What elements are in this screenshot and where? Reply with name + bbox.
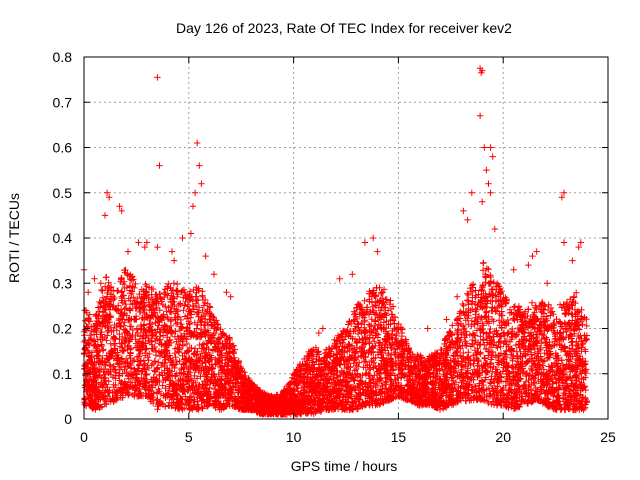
y-tick-label: 0	[64, 411, 72, 427]
x-tick-label: 15	[391, 429, 407, 445]
x-tick-label: 0	[80, 429, 88, 445]
y-axis-label: ROTI / TECUs	[6, 193, 22, 283]
chart-title: Day 126 of 2023, Rate Of TEC Index for r…	[176, 20, 512, 36]
y-tick-label: 0.4	[53, 230, 73, 246]
x-tick-label: 25	[600, 429, 616, 445]
y-tick-label: 0.6	[53, 140, 73, 156]
x-axis-ticks: 0 5 10 15 20 25	[80, 57, 616, 445]
x-tick-label: 20	[495, 429, 511, 445]
data-points	[80, 65, 591, 418]
y-tick-label: 0.8	[53, 49, 73, 65]
y-tick-label: 0.3	[53, 275, 73, 291]
x-tick-label: 5	[185, 429, 193, 445]
x-axis-label: GPS time / hours	[291, 458, 398, 474]
y-tick-label: 0.2	[53, 321, 73, 337]
roti-markers	[80, 65, 591, 418]
y-tick-label: 0.7	[53, 94, 73, 110]
x-tick-label: 10	[286, 429, 302, 445]
y-axis-ticks: 0 0.1 0.2 0.3 0.4 0.5 0.6 0.7 0.8	[53, 49, 608, 427]
y-tick-label: 0.1	[53, 366, 73, 382]
y-tick-label: 0.5	[53, 185, 73, 201]
